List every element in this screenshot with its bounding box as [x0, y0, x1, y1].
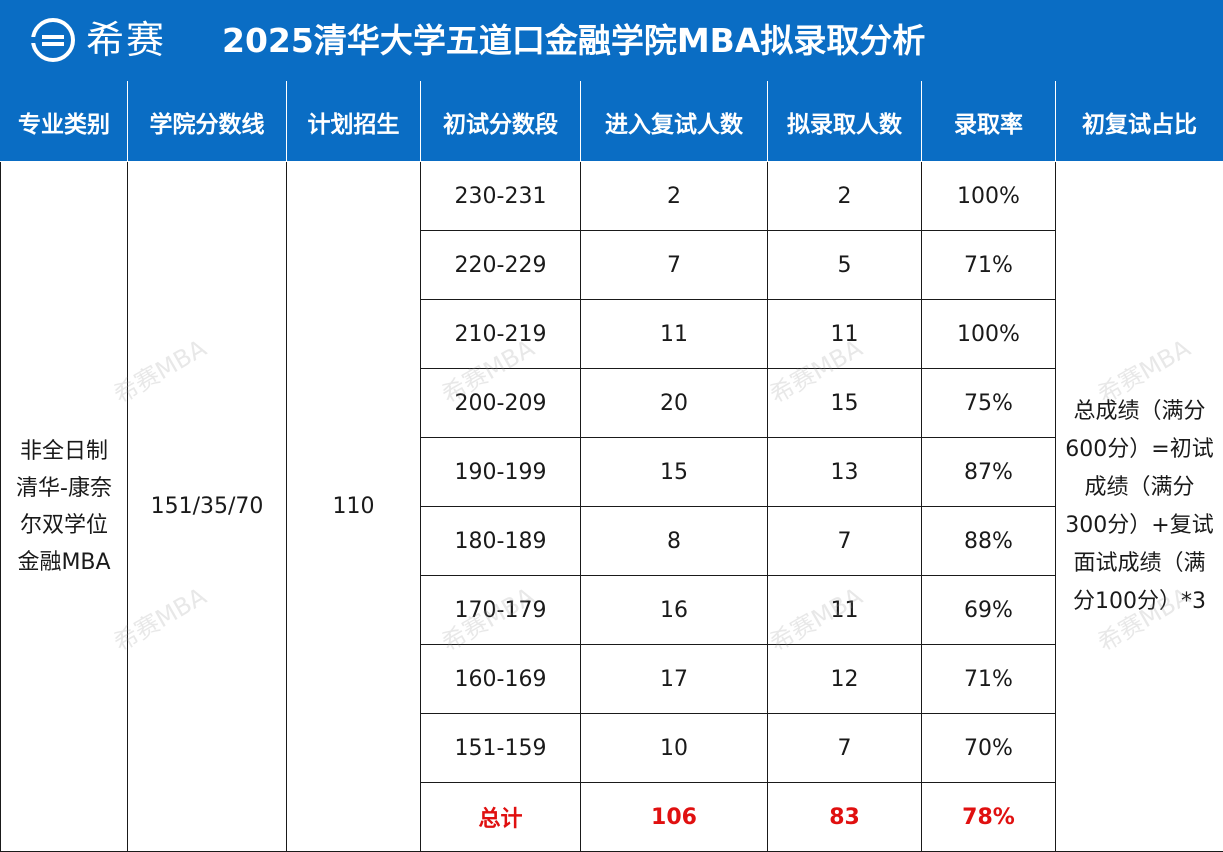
col-header-category: 专业类别 — [0, 81, 128, 162]
table-row: 220-229 7 5 71% — [1, 230, 1223, 300]
interview-count-cell: 10 — [580, 713, 768, 783]
score-weighting-note: 总成绩（满分 600分）=初试 成绩（满分 300分）+复试 面试成绩（满 分1… — [1055, 161, 1223, 852]
table-row: 151-159 10 7 70% — [1, 713, 1223, 783]
score-range-cell: 170-179 — [420, 575, 581, 645]
total-interview-count: 106 — [580, 782, 768, 852]
admitted-count-cell: 11 — [767, 575, 922, 645]
score-range-cell: 210-219 — [420, 299, 581, 369]
admitted-count-cell: 7 — [767, 506, 922, 576]
table-row: 190-199 15 13 87% — [1, 437, 1223, 507]
score-line-cell: 151/35/70 — [127, 161, 287, 852]
score-range-cell: 151-159 — [420, 713, 581, 783]
total-admitted-count: 83 — [767, 782, 922, 852]
table-row: 200-209 20 15 75% — [1, 368, 1223, 438]
interview-count-cell: 8 — [580, 506, 768, 576]
score-range-cell: 160-169 — [420, 644, 581, 714]
admission-table: 专业类别 学院分数线 计划招生 初试分数段 进入复试人数 拟录取人数 录取率 初… — [0, 81, 1223, 852]
table-header-row: 专业类别 学院分数线 计划招生 初试分数段 进入复试人数 拟录取人数 录取率 初… — [0, 81, 1223, 162]
total-label: 总计 — [420, 782, 581, 852]
logo-text: 希赛 — [86, 18, 167, 62]
xisai-logo-icon — [30, 18, 75, 62]
admission-rate-cell: 70% — [921, 713, 1056, 783]
admission-rate-cell: 100% — [921, 161, 1056, 231]
score-range-cell: 200-209 — [420, 368, 581, 438]
col-header-admission-rate: 录取率 — [921, 81, 1056, 162]
col-header-score-line: 学院分数线 — [127, 81, 287, 162]
interview-count-cell: 7 — [580, 230, 768, 300]
interview-count-cell: 11 — [580, 299, 768, 369]
col-header-score-weighting: 初复试占比 — [1055, 81, 1223, 162]
admitted-count-cell: 11 — [767, 299, 922, 369]
admitted-count-cell: 5 — [767, 230, 922, 300]
col-header-admitted-count: 拟录取人数 — [767, 81, 922, 162]
interview-count-cell: 15 — [580, 437, 768, 507]
col-header-score-range: 初试分数段 — [420, 81, 581, 162]
interview-count-cell: 2 — [580, 161, 768, 231]
score-range-cell: 180-189 — [420, 506, 581, 576]
logo: 希赛 — [28, 14, 166, 66]
admission-rate-cell: 71% — [921, 230, 1056, 300]
admitted-count-cell: 12 — [767, 644, 922, 714]
score-range-cell: 220-229 — [420, 230, 581, 300]
title-banner: 希赛 2025清华大学五道口金融学院MBA拟录取分析 — [0, 0, 1223, 81]
interview-count-cell: 20 — [580, 368, 768, 438]
score-range-cell: 230-231 — [420, 161, 581, 231]
admitted-count-cell: 7 — [767, 713, 922, 783]
col-header-plan: 计划招生 — [286, 81, 421, 162]
admitted-count-cell: 2 — [767, 161, 922, 231]
interview-count-cell: 16 — [580, 575, 768, 645]
admission-rate-cell: 75% — [921, 368, 1056, 438]
total-admission-rate: 78% — [921, 782, 1056, 852]
table-row: 非全日制 清华-康奈 尔双学位 金融MBA 151/35/70 110 230-… — [0, 161, 1223, 852]
interview-count-cell: 17 — [580, 644, 768, 714]
admission-rate-cell: 69% — [921, 575, 1056, 645]
admission-rate-cell: 71% — [921, 644, 1056, 714]
admission-rate-cell: 88% — [921, 506, 1056, 576]
admission-rate-cell: 100% — [921, 299, 1056, 369]
admitted-count-cell: 15 — [767, 368, 922, 438]
plan-cell: 110 — [286, 161, 421, 852]
total-row: 总计 106 83 78% — [1, 782, 1223, 852]
table-row: 180-189 8 7 88% — [1, 506, 1223, 576]
table-row: 210-219 11 11 100% — [1, 299, 1223, 369]
page-title: 2025清华大学五道口金融学院MBA拟录取分析 — [222, 21, 926, 60]
col-header-interview-count: 进入复试人数 — [580, 81, 768, 162]
program-category-cell: 非全日制 清华-康奈 尔双学位 金融MBA — [0, 161, 128, 852]
admission-rate-cell: 87% — [921, 437, 1056, 507]
score-range-cell: 190-199 — [420, 437, 581, 507]
table-row: 160-169 17 12 71% — [1, 644, 1223, 714]
admitted-count-cell: 13 — [767, 437, 922, 507]
